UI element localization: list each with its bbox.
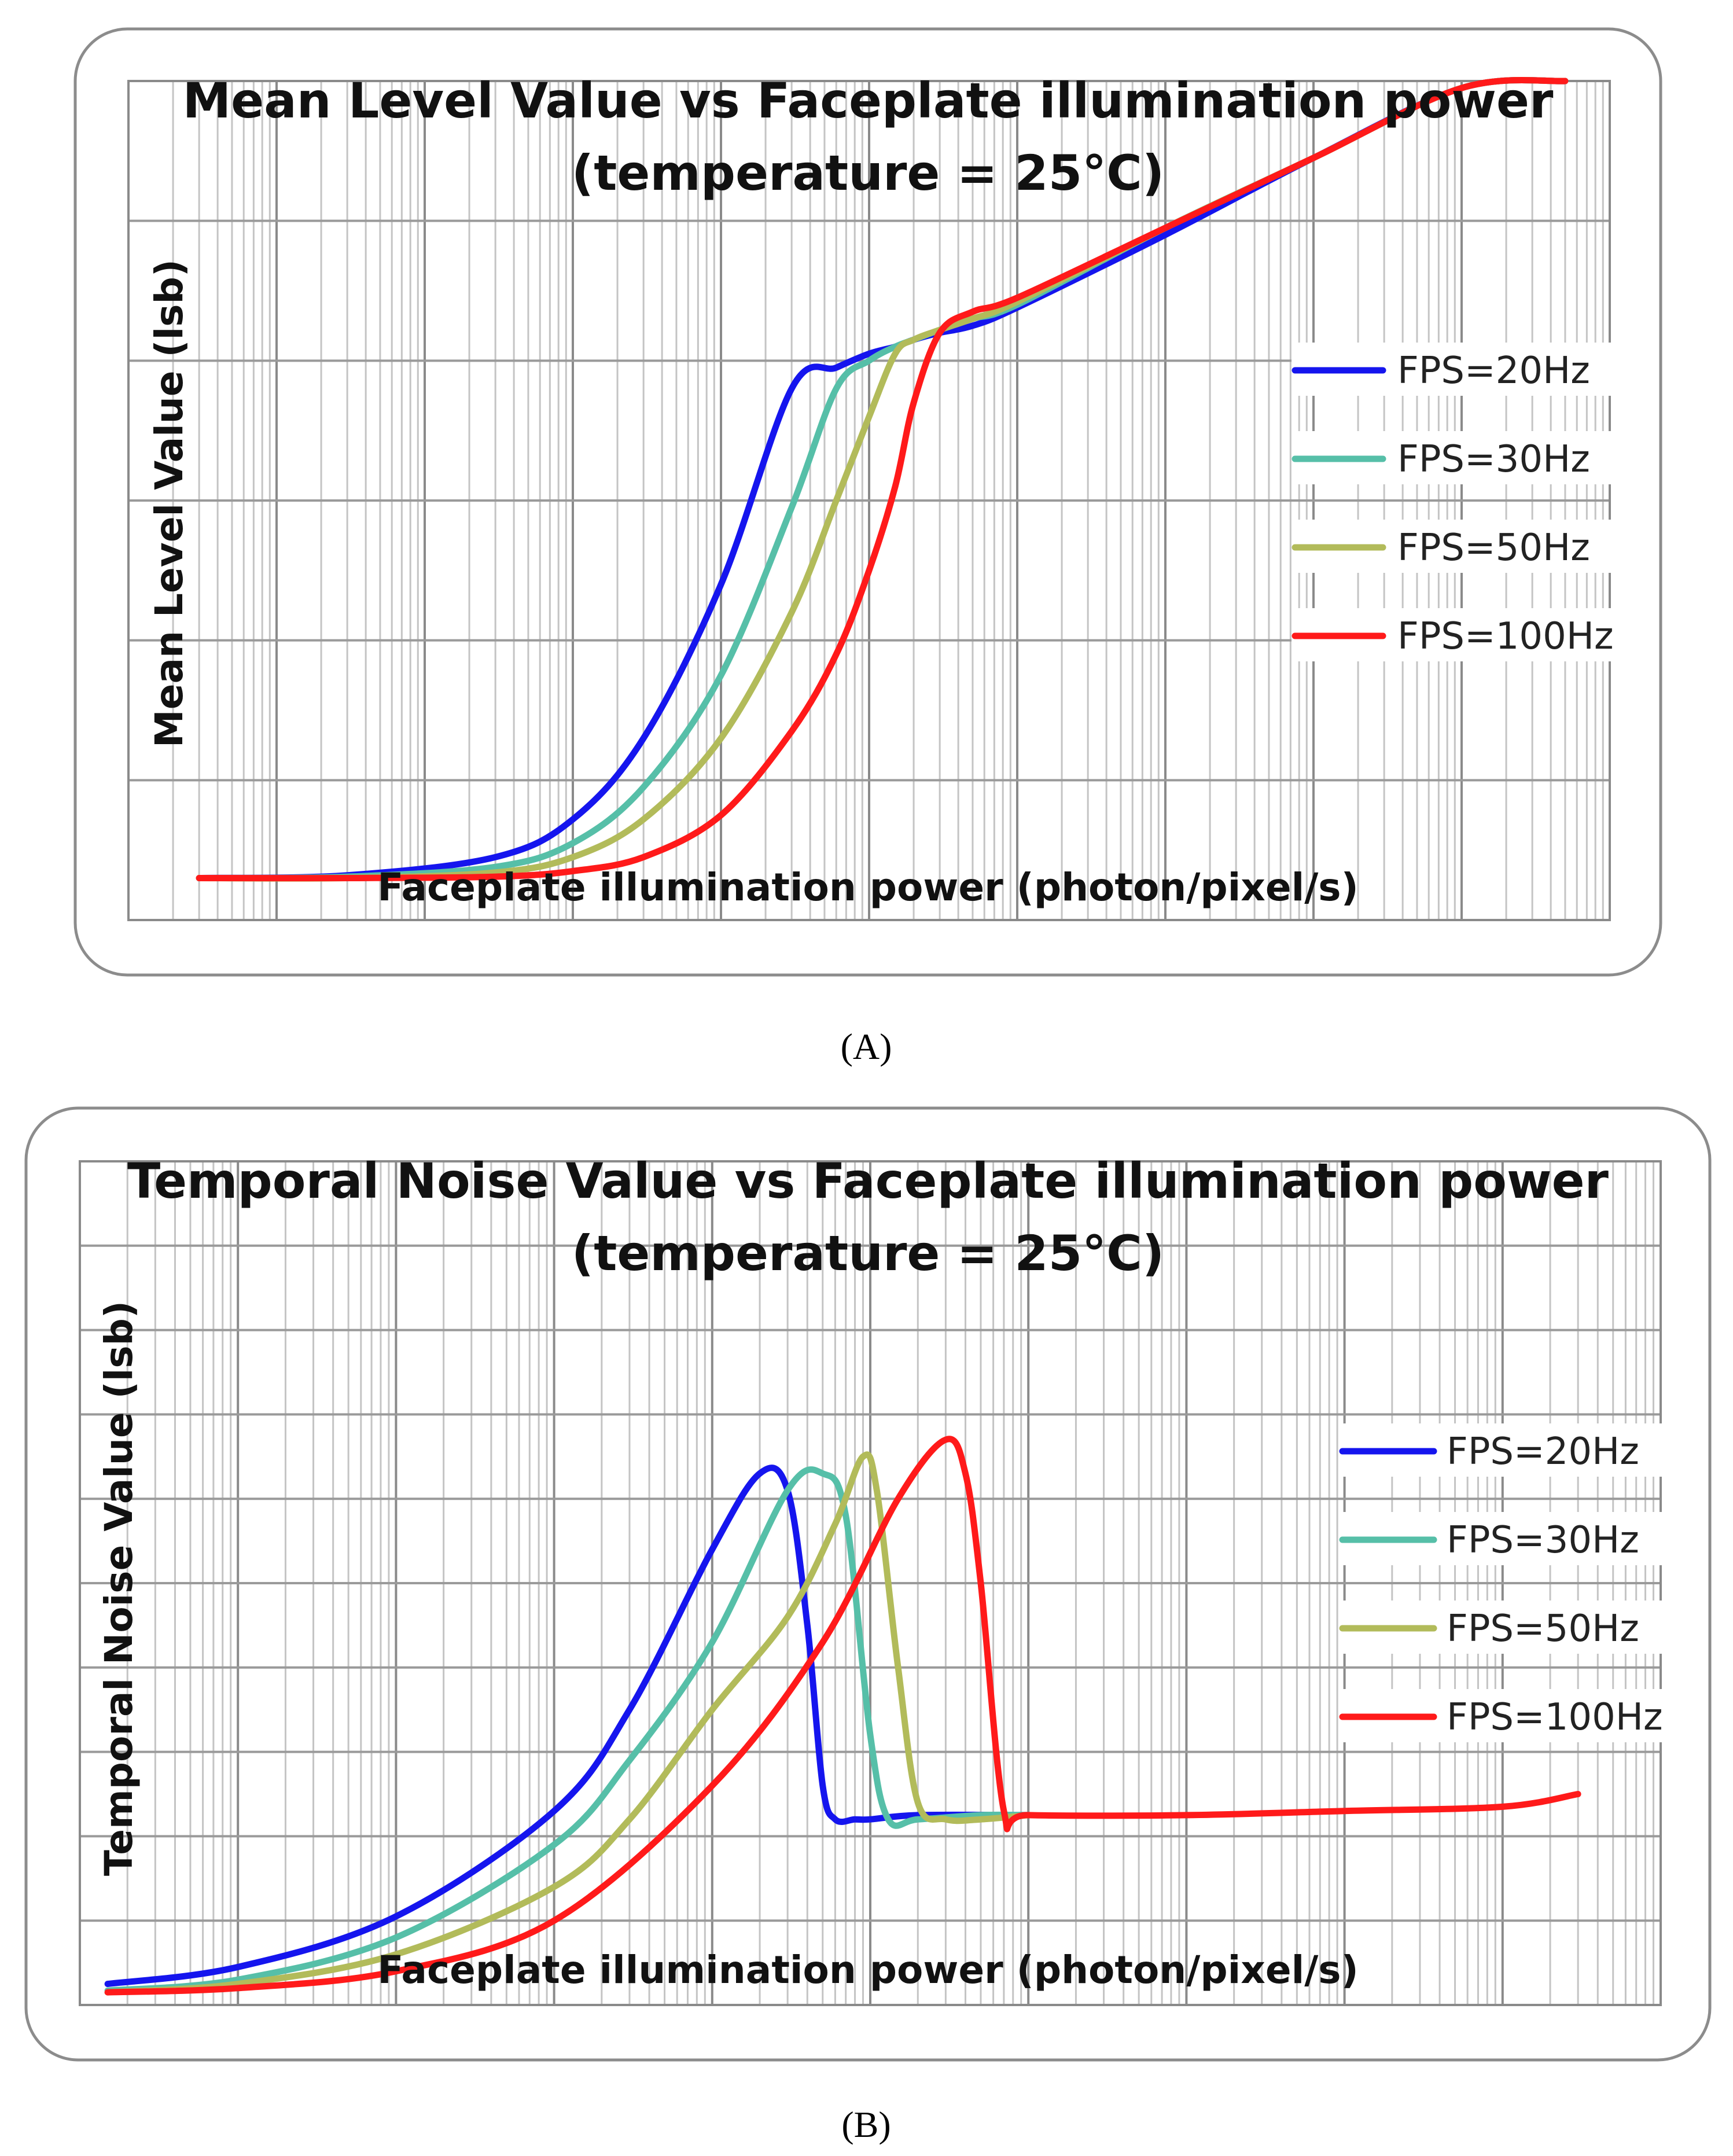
panel-b-y-axis-label: Temporal Noise Value (lsb)	[97, 1301, 141, 1876]
panel-a-x-axis-label: Faceplate illumination power (photon/pix…	[377, 865, 1359, 910]
panel-b-legend: FPS=20Hz FPS=30Hz FPS=50Hz FPS=100Hz	[1339, 1423, 1672, 1742]
legend-label-fps-50hz: FPS=50Hz	[1447, 1607, 1639, 1650]
panel-a-series	[196, 76, 1569, 882]
legend-label-fps-20hz: FPS=20Hz	[1397, 349, 1590, 392]
series-line-fps-50hz	[104, 1451, 1032, 1996]
panel-b-grid	[79, 1160, 1662, 2006]
panel-b-title-line1: Temporal Noise Value vs Faceplate illumi…	[127, 1153, 1609, 1209]
legend-label-fps-30hz: FPS=30Hz	[1397, 438, 1590, 481]
panel-a-title-line1: Mean Level Value vs Faceplate illuminati…	[183, 72, 1554, 129]
panel-b-series	[104, 1436, 1581, 1996]
legend-label-fps-20hz: FPS=20Hz	[1447, 1430, 1639, 1473]
legend-label-fps-50hz: FPS=50Hz	[1397, 527, 1590, 569]
panel-b-title-line2: (temperature = 25°C)	[572, 1225, 1164, 1282]
plot-area-border	[127, 80, 1611, 921]
legend-label-fps-100hz: FPS=100Hz	[1447, 1696, 1663, 1739]
series-line-fps-100hz	[104, 1436, 1581, 1996]
series-line-fps-30hz	[104, 1466, 1032, 1994]
series-line-fps-20hz	[104, 1465, 1032, 1988]
panel-a-label: (A)	[841, 1026, 892, 1067]
series-line-fps-100hz	[196, 76, 1569, 882]
panel-a-title-line2: (temperature = 25°C)	[572, 145, 1164, 201]
panel-b-label: (B)	[841, 2104, 891, 2145]
panel-b-x-axis-label: Faceplate illumination power (photon/pix…	[377, 1948, 1359, 1992]
panel-a-legend: FPS=20Hz FPS=30Hz FPS=50Hz FPS=100Hz	[1292, 343, 1623, 661]
panel-a-grid	[127, 80, 1611, 921]
legend-label-fps-100hz: FPS=100Hz	[1397, 615, 1614, 658]
plot-area-border	[79, 1160, 1662, 2006]
panel-a-y-axis-label: Mean Level Value (lsb)	[147, 259, 192, 748]
legend-label-fps-30hz: FPS=30Hz	[1447, 1519, 1639, 1562]
